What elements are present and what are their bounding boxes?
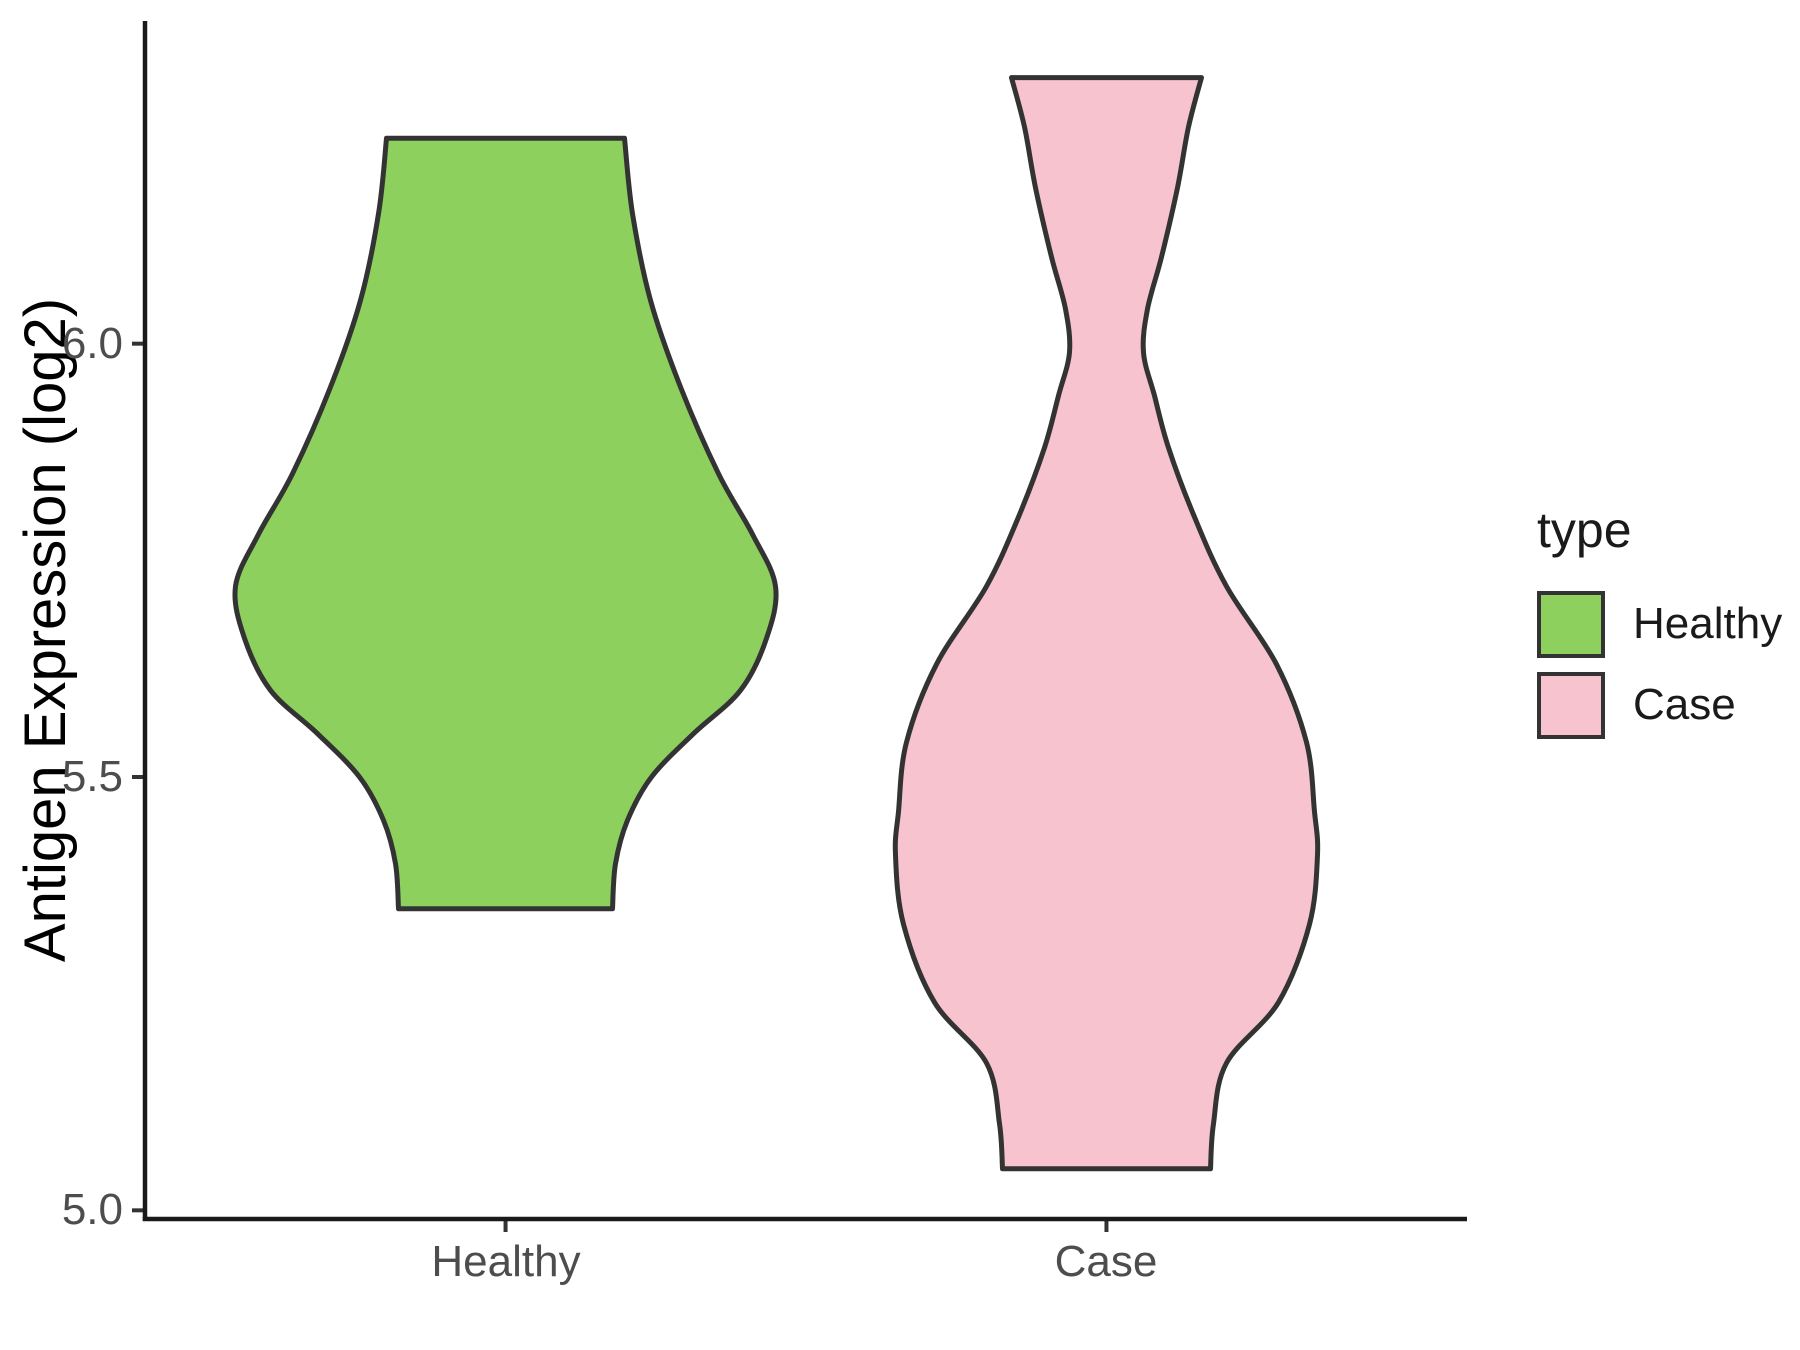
legend-row-case: Case xyxy=(1537,668,1782,742)
y-axis-title: Antigen Expression (log2) xyxy=(13,297,78,963)
legend-label-case: Case xyxy=(1633,680,1736,729)
x-tick-label-healthy: Healthy xyxy=(431,1237,581,1286)
legend-swatch-case xyxy=(1537,671,1605,739)
y-tick-label-5-0: 5.0 xyxy=(61,1185,123,1234)
legend-row-healthy: Healthy xyxy=(1537,587,1782,661)
legend: type Healthy Case xyxy=(1537,505,1782,742)
x-tick-label-case: Case xyxy=(1054,1237,1158,1286)
violin-case xyxy=(892,75,1321,1172)
legend-label-healthy: Healthy xyxy=(1633,599,1783,648)
violin-shapes xyxy=(232,75,1321,1172)
legend-title: type xyxy=(1537,502,1632,558)
legend-swatch-healthy xyxy=(1537,590,1605,658)
y-tick-label-6-0: 6.0 xyxy=(61,319,123,368)
y-tick-label-5-5: 5.5 xyxy=(61,752,123,801)
violin-healthy xyxy=(232,135,779,912)
legend-rows: Healthy Case xyxy=(1537,587,1782,742)
